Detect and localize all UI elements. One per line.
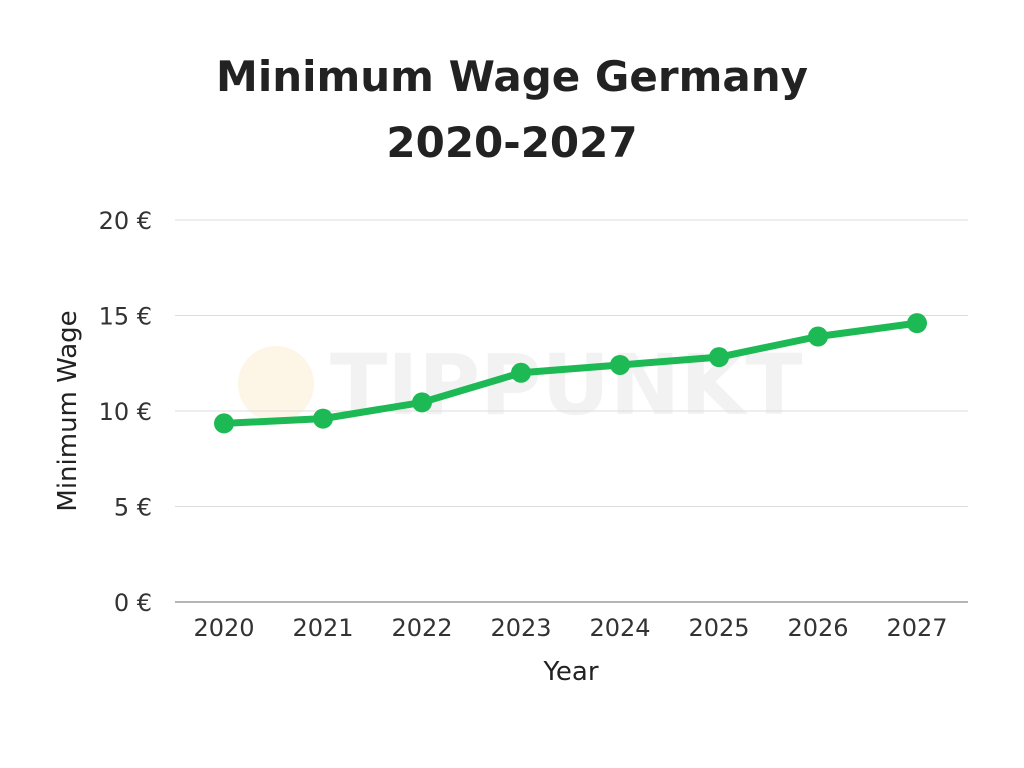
x-tick-label: 2023 xyxy=(490,614,551,642)
x-tick-label: 2022 xyxy=(391,614,452,642)
data-point xyxy=(610,354,630,375)
data-point xyxy=(907,313,927,334)
y-axis-ticks: 0 € 5 € 10 € 15 € 20 € xyxy=(99,207,152,617)
x-tick-label: 2020 xyxy=(193,614,254,642)
x-tick-label: 2026 xyxy=(787,614,848,642)
data-point xyxy=(511,362,531,383)
series-layer xyxy=(214,313,927,434)
watermark-text: TIPPUNKT xyxy=(330,336,803,434)
data-point xyxy=(313,408,333,429)
gridlines xyxy=(175,219,968,603)
y-tick-label: 15 € xyxy=(99,303,152,331)
x-tick-label: 2027 xyxy=(886,614,947,642)
y-tick-label: 5 € xyxy=(114,494,152,522)
x-tick-label: 2025 xyxy=(688,614,749,642)
series-line xyxy=(220,319,921,427)
data-point xyxy=(214,413,234,434)
data-point xyxy=(808,326,828,347)
x-axis-title: Year xyxy=(542,657,598,687)
y-tick-label: 0 € xyxy=(114,589,152,617)
chart-title-line-2: 2020-2027 xyxy=(386,118,638,167)
x-axis-ticks: 2020 2021 2022 2023 2024 2025 2026 2027 xyxy=(193,614,947,642)
y-axis-title: Minimum Wage xyxy=(53,310,83,511)
data-point xyxy=(412,392,432,413)
x-tick-label: 2021 xyxy=(292,614,353,642)
chart-title-line-1: Minimum Wage Germany xyxy=(216,52,808,101)
y-tick-label: 10 € xyxy=(99,398,152,426)
y-tick-label: 20 € xyxy=(99,207,152,235)
watermark-logo-circle xyxy=(238,346,314,422)
x-tick-label: 2024 xyxy=(589,614,650,642)
data-point xyxy=(709,347,729,368)
